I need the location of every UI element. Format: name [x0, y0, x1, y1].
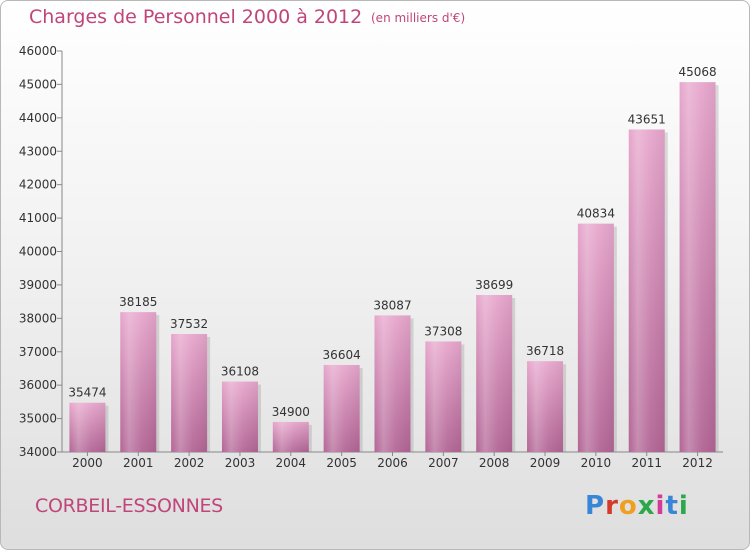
- data-label: 37532: [170, 317, 208, 331]
- chart-subtitle: (en milliers d'€): [371, 11, 466, 25]
- data-label: 36108: [221, 365, 259, 379]
- x-tick-label: 2011: [631, 456, 662, 470]
- bar-sheen: [577, 223, 614, 452]
- chart-bars: [69, 82, 719, 453]
- bar-sheen: [221, 381, 258, 452]
- x-tick-label: 2005: [326, 456, 357, 470]
- logo-letter: i: [678, 491, 689, 521]
- x-tick-label: 2007: [428, 456, 459, 470]
- y-tick-label: 36000: [19, 378, 57, 392]
- x-tick-label: 2001: [123, 456, 154, 470]
- bar-sheen: [171, 333, 208, 452]
- data-label: 38185: [119, 295, 157, 309]
- data-label: 40834: [577, 207, 615, 221]
- logo-letter: i: [655, 491, 666, 521]
- y-tick-label: 37000: [19, 345, 57, 359]
- bar-sheen: [679, 82, 716, 452]
- data-label: 34900: [272, 405, 310, 419]
- x-tick-label: 2009: [530, 456, 561, 470]
- chart-labels: 2000 35474 2001 38185 2002 37532 2003 36108 2004…: [68, 65, 716, 470]
- data-label: 45068: [678, 65, 716, 79]
- chart-title: Charges de Personnel 2000 à 2012: [29, 6, 363, 28]
- commune-name: CORBEIL-ESSONNES: [35, 495, 223, 517]
- logo-letter: P: [585, 491, 606, 521]
- x-tick-label: 2012: [682, 456, 713, 470]
- bar-sheen: [374, 315, 411, 452]
- x-tick-label: 2008: [479, 456, 510, 470]
- logo-letter: o: [618, 491, 638, 521]
- x-tick-label: 2004: [276, 456, 307, 470]
- y-tick-label: 46000: [19, 44, 57, 58]
- y-tick-label: 38000: [19, 311, 57, 325]
- data-label: 36718: [526, 344, 564, 358]
- y-tick-label: 39000: [19, 278, 57, 292]
- bar-sheen: [120, 312, 157, 452]
- data-label: 38087: [373, 298, 411, 312]
- x-tick-label: 2000: [72, 456, 103, 470]
- y-tick-label: 35000: [19, 412, 57, 426]
- bar-sheen: [527, 361, 564, 452]
- data-label: 38699: [475, 278, 513, 292]
- x-tick-label: 2010: [581, 456, 612, 470]
- data-label: 35474: [68, 386, 106, 400]
- y-tick-label: 43000: [19, 144, 57, 158]
- bar-sheen: [272, 421, 309, 452]
- y-tick-label: 45000: [19, 77, 57, 91]
- y-tick-label: 44000: [19, 111, 57, 125]
- x-tick-label: 2006: [377, 456, 408, 470]
- bar-sheen: [425, 341, 462, 452]
- data-label: 43651: [628, 112, 666, 126]
- y-tick-label: 40000: [19, 245, 57, 259]
- x-tick-label: 2003: [225, 456, 256, 470]
- bar-sheen: [69, 402, 106, 452]
- bar-sheen: [628, 129, 665, 453]
- bar-sheen: [476, 294, 513, 452]
- logo-letter: r: [605, 491, 619, 521]
- logo-letter: x: [637, 491, 656, 521]
- y-tick-label: 41000: [19, 211, 57, 225]
- proxiti-logo[interactable]: Proxiti: [585, 491, 689, 521]
- bar-sheen: [323, 364, 360, 452]
- data-label: 36604: [323, 348, 361, 362]
- y-tick-label: 34000: [19, 445, 57, 459]
- logo-letter: t: [665, 491, 679, 521]
- x-tick-label: 2002: [174, 456, 205, 470]
- data-label: 37308: [424, 324, 462, 338]
- y-tick-label: 42000: [19, 178, 57, 192]
